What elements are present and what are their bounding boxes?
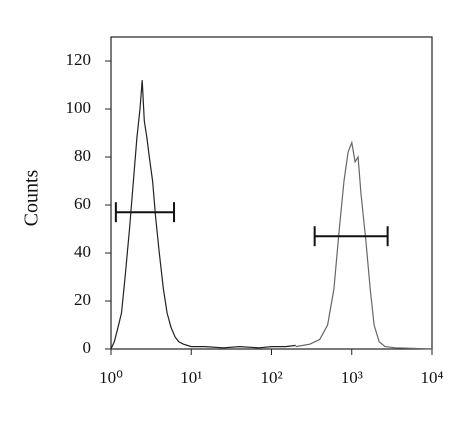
x-tick-label: 10³	[341, 368, 363, 387]
plot-frame	[110, 36, 433, 350]
y-tick-label: 60	[74, 194, 91, 213]
y-tick-label: 0	[83, 338, 92, 357]
x-tick-label: 10⁴	[421, 368, 444, 387]
y-tick-label: 20	[74, 290, 91, 309]
histogram-line	[295, 140, 433, 350]
y-tick-label: 120	[66, 50, 92, 69]
y-tick-label: 100	[66, 98, 92, 117]
y-tick-label: 40	[74, 242, 91, 261]
x-tick-label: 10¹	[180, 368, 202, 387]
x-tick-label: 10⁰	[99, 368, 123, 387]
y-axis-label: Counts	[21, 169, 43, 226]
y-tick-label: 80	[74, 146, 91, 165]
x-tick-label: 10²	[260, 368, 282, 387]
histogram-line	[110, 80, 296, 350]
